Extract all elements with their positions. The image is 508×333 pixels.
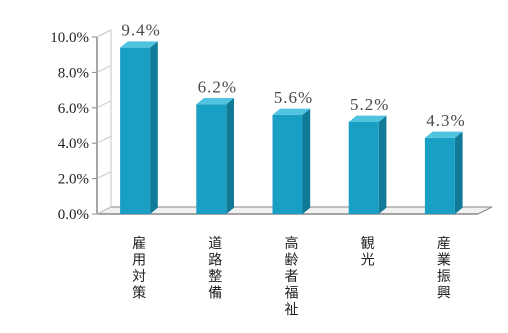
- y-tick-depth-line: [96, 206, 112, 215]
- bar-side-face: [454, 131, 463, 214]
- y-tick-label: 10.0%: [50, 30, 89, 46]
- bar-side-face: [378, 115, 387, 214]
- bar-side-face: [226, 97, 234, 214]
- bar-front-face: [120, 47, 151, 215]
- y-tick-label: 0.0%: [58, 207, 89, 223]
- category-label-char: 者: [285, 269, 299, 285]
- bar-top-face: [120, 41, 158, 48]
- category-label-char: 興: [437, 286, 451, 302]
- category-label-char: 齢: [285, 253, 299, 269]
- y-tick-label: 4.0%: [58, 136, 89, 152]
- category-label: 観光: [361, 235, 375, 269]
- data-label: 5.2%: [350, 95, 389, 114]
- category-label-char: 雇: [132, 235, 146, 252]
- category-labels: 雇用対策 道路整備 高齢者福祉 観光 産業振興: [132, 235, 451, 318]
- category-label: 産業振興: [437, 236, 451, 302]
- bar-3: [272, 108, 311, 214]
- y-tick-depth-line: [96, 29, 112, 38]
- category-label-char: 整: [208, 269, 222, 285]
- bar-top-face: [348, 115, 387, 122]
- bar-side-face: [150, 41, 158, 214]
- category-label-char: 対: [132, 269, 146, 285]
- y-axis-ticks: 0.0% 2.0% 4.0% 6.0% 8.0% 10.0%: [50, 29, 112, 223]
- bar-front-face: [424, 137, 455, 214]
- bar-front-face: [348, 121, 379, 214]
- data-labels: 9.4% 6.2% 5.6% 5.2% 4.3%: [121, 21, 465, 130]
- y-tick-label: 6.0%: [58, 101, 89, 117]
- y-tick-label: 2.0%: [58, 172, 89, 188]
- category-label-char: 業: [437, 253, 451, 269]
- bar-1: [120, 41, 158, 215]
- y-tick-depth-line: [96, 64, 112, 73]
- y-tick-label: 8.0%: [58, 65, 89, 81]
- category-label-char: 観: [361, 235, 375, 252]
- bar-top-face: [196, 97, 234, 105]
- category-label-char: 用: [132, 253, 146, 269]
- category-label-char: 路: [208, 253, 222, 269]
- bar-top-face: [424, 131, 463, 138]
- bar-top-face: [272, 108, 311, 115]
- category-label-char: 備: [208, 286, 222, 302]
- category-label-char: 祉: [285, 302, 299, 318]
- category-label: 道路整備: [208, 236, 222, 302]
- bar-front-face: [196, 104, 227, 214]
- category-label-char: 高: [285, 235, 299, 252]
- bar-front-face: [272, 114, 303, 214]
- bar-5: [424, 131, 463, 214]
- category-label-char: 産: [437, 236, 451, 252]
- bar-side-face: [302, 108, 311, 214]
- data-label: 4.3%: [426, 111, 465, 130]
- category-label: 高齢者福祉: [285, 235, 299, 318]
- category-label-char: 振: [437, 269, 451, 285]
- category-label-char: 光: [361, 253, 375, 269]
- data-label: 5.6%: [274, 88, 313, 107]
- bar-4: [348, 115, 387, 214]
- bar-2: [196, 97, 234, 214]
- y-tick-depth-line: [96, 171, 112, 180]
- category-label-char: 福: [285, 286, 299, 302]
- data-label: 6.2%: [198, 77, 237, 96]
- category-label-char: 道: [208, 236, 222, 252]
- category-label-char: 策: [132, 285, 146, 302]
- category-label: 雇用対策: [132, 235, 146, 302]
- y-tick-depth-line: [96, 135, 112, 144]
- bar-series: [120, 41, 463, 215]
- data-label: 9.4%: [121, 21, 160, 40]
- y-tick-depth-line: [96, 100, 112, 109]
